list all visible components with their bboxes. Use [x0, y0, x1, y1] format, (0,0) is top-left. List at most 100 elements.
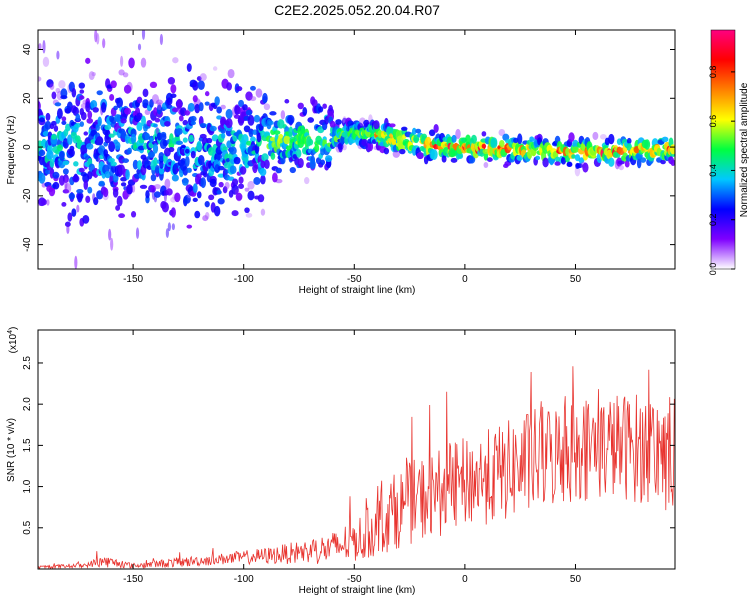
y-tick-label: -40 [22, 237, 33, 252]
heatmap-cell [86, 143, 94, 150]
heatmap-cell [136, 122, 143, 132]
heatmap-cell [60, 95, 68, 100]
heatmap-cell [216, 190, 222, 195]
colorbar-tick-label: 0.0 [708, 263, 718, 276]
heatmap-cell [149, 81, 158, 89]
heatmap-cell [186, 63, 192, 72]
heatmap-cell [272, 172, 278, 183]
heatmap-cell [197, 80, 205, 90]
spectrogram-x-label: Height of straight line (km) [299, 285, 416, 296]
heatmap-cell [38, 149, 46, 157]
colorbar-ticks: 0.0 0.2 0.4 0.6 0.8 [708, 66, 735, 276]
heatmap-cell [135, 227, 140, 239]
heatmap-cell [83, 179, 89, 191]
colorbar-tick-label: 0.8 [708, 66, 718, 79]
heatmap-cell [74, 122, 81, 128]
heatmap-cell [51, 120, 57, 126]
heatmap-cell [153, 123, 158, 128]
heatmap-cell [167, 76, 176, 85]
heatmap-cell [186, 167, 192, 173]
heatmap-cell [44, 169, 52, 175]
heatmap-cell [373, 120, 380, 130]
heatmap-cell [244, 187, 250, 192]
heatmap-cell [88, 71, 95, 81]
heatmap-cell [498, 128, 506, 136]
heatmap-cell [170, 207, 176, 218]
heatmap-cell [188, 136, 195, 142]
heatmap-cell [68, 192, 76, 200]
heatmap-cell [161, 202, 169, 213]
heatmap-cell [572, 139, 579, 149]
heatmap-cell [433, 123, 439, 133]
heatmap-cell [227, 68, 235, 79]
heatmap-cell [164, 178, 171, 189]
heatmap-cell [68, 148, 75, 158]
heatmap-cell [80, 111, 87, 121]
heatmap-cell [59, 151, 65, 161]
spectrogram-x-ticks: -150 -100 -50 0 50 [123, 30, 581, 285]
y-tick-label: 0.5 [22, 520, 33, 534]
heatmap-cell [204, 101, 210, 106]
heatmap-cell [123, 84, 132, 94]
heatmap-cell [342, 144, 347, 151]
heatmap-cell [535, 155, 541, 161]
heatmap-cell [626, 137, 632, 145]
heatmap-cell [660, 159, 666, 165]
heatmap-cell [124, 107, 131, 115]
heatmap-cell [140, 57, 147, 68]
heatmap-cell [166, 188, 173, 196]
heatmap-cell [661, 136, 669, 143]
heatmap-cell [192, 80, 199, 91]
heatmap-cell [79, 95, 85, 100]
snr-y-label: SNR (10 * v/v) [6, 418, 17, 482]
heatmap-cell [213, 205, 221, 217]
heatmap-cell [247, 190, 255, 201]
spectrogram-panel: -150 -100 -50 0 50 -40 -20 0 20 40 Height of str… [6, 29, 676, 296]
heatmap-cell [51, 91, 57, 100]
heatmap-cell [250, 136, 256, 143]
heatmap-cell [392, 150, 400, 158]
heatmap-cell [455, 128, 461, 140]
heatmap-cell [174, 192, 181, 203]
heatmap-cell [284, 99, 290, 104]
heatmap-cell [76, 192, 84, 201]
heatmap-cell [214, 164, 220, 173]
heatmap-cell [181, 177, 189, 186]
heatmap-cell [170, 93, 177, 99]
heatmap-cell [389, 123, 396, 128]
y-tick-label: 2.5 [22, 356, 33, 370]
heatmap-cell [108, 228, 112, 241]
heatmap-cell [145, 190, 150, 199]
heatmap-cell [52, 171, 60, 179]
heatmap-cell [164, 120, 171, 127]
heatmap-cell [383, 147, 390, 155]
heatmap-cell [159, 160, 164, 169]
heatmap-cell [542, 157, 549, 168]
heatmap-cell [87, 186, 93, 194]
heatmap-cell [190, 121, 196, 126]
heatmap-marks [38, 30, 675, 269]
heatmap-cell [49, 158, 55, 168]
heatmap-cell [78, 82, 86, 89]
heatmap-cell [76, 204, 80, 213]
heatmap-cell [314, 143, 320, 153]
heatmap-cell [79, 89, 85, 94]
heatmap-cell [139, 184, 148, 189]
heatmap-cell [154, 183, 161, 190]
heatmap-cell [255, 88, 263, 98]
heatmap-cell [182, 119, 189, 126]
heatmap-cell [184, 156, 190, 167]
heatmap-cell [172, 57, 179, 64]
heatmap-cell [158, 151, 165, 162]
heatmap-cell [236, 106, 242, 115]
x-tick-label: 0 [462, 574, 468, 585]
heatmap-cell [259, 168, 267, 177]
heatmap-cell [199, 73, 207, 82]
heatmap-cell [529, 136, 535, 142]
heatmap-cell [51, 134, 57, 140]
heatmap-cell [307, 117, 315, 123]
heatmap-cell [441, 155, 447, 163]
heatmap-cell [171, 107, 179, 113]
heatmap-cell [253, 114, 261, 123]
heatmap-cell [451, 134, 457, 143]
